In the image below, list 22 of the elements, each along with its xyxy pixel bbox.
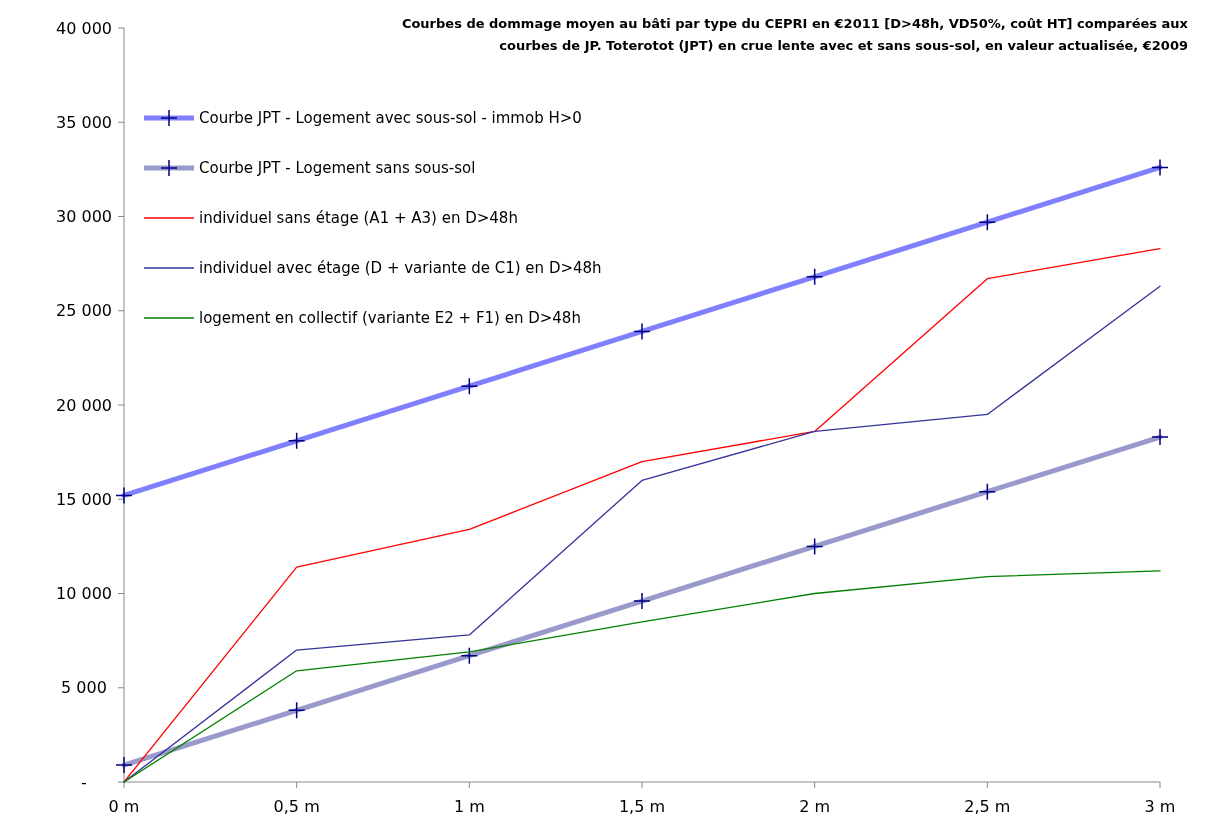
x-tick-label: 3 m [1144, 797, 1176, 816]
y-tick-label: 30 000 [56, 207, 112, 227]
legend-label: individuel avec étage (D + variante de C1) en D>48h [199, 259, 602, 278]
y-tick-label: 10 000 [56, 584, 112, 604]
y-tick-label: - [81, 772, 87, 792]
y-tick-label: 25 000 [56, 301, 112, 321]
legend-label: logement en collectif (variante E2 + F1) en D>48h [199, 309, 581, 328]
y-tick-label: 5 000 [61, 678, 107, 698]
legend-label: individuel sans étage (A1 + A3) en D>48h [199, 209, 518, 228]
x-tick-label: 1,5 m [618, 797, 666, 816]
chart-title: Courbes de dommage moyen au bâti par type du CEPRI en €2011 [D>48h, VD50%, coût HT] comparées aux courbes de JP. Toterotot (JPT) en crue lente avec et sans sous-sol, en valeur actualisée, €2009 [401, 16, 1189, 53]
legend-label: Courbe JPT - Logement avec sous-sol - immob H>0 [199, 109, 582, 128]
x-tick-label: 0 m [108, 797, 140, 816]
x-tick-label: 0,5 m [273, 797, 320, 816]
x-tick-label: 2 m [799, 797, 831, 816]
y-tick-label: 35 000 [56, 112, 112, 132]
y-tick-label: 20 000 [56, 395, 112, 415]
x-tick-label: 2,5 m [964, 797, 1011, 816]
legend-label: Courbe JPT - Logement sans sous-sol [199, 159, 476, 178]
y-tick-label: 15 000 [56, 489, 112, 509]
y-tick-label: 40 000 [56, 18, 112, 38]
x-tick-label: 1 m [453, 797, 485, 816]
